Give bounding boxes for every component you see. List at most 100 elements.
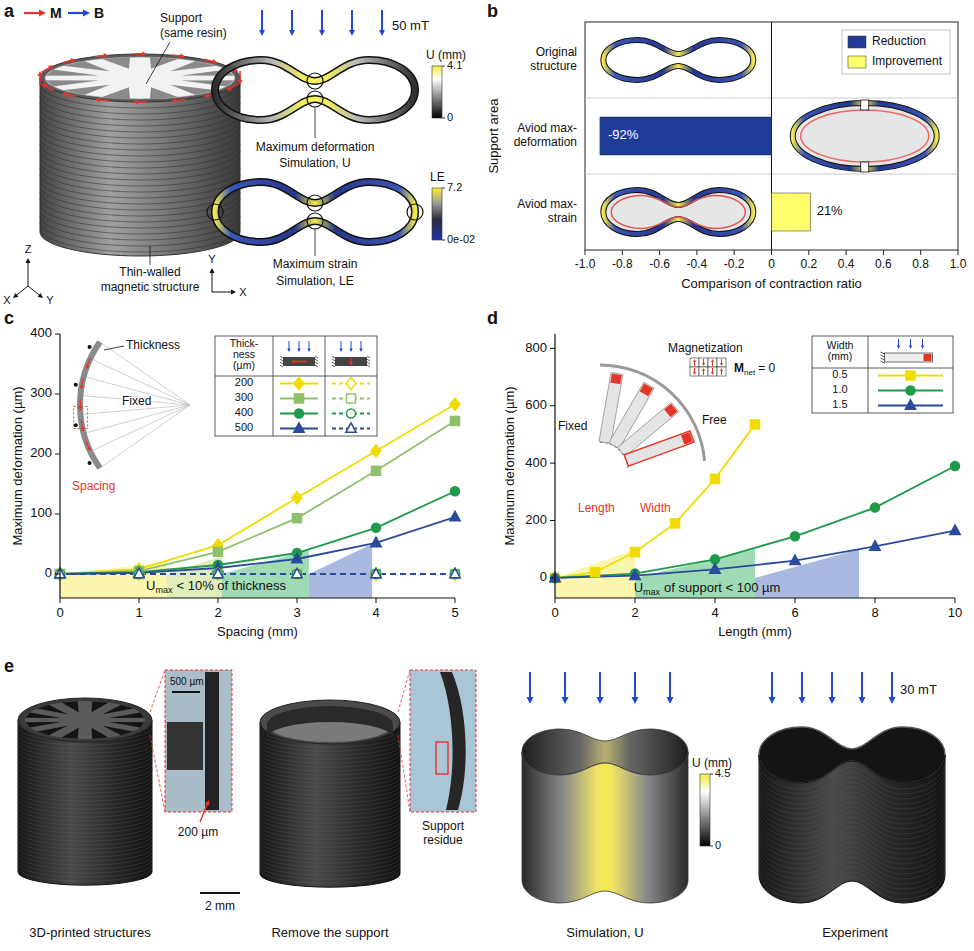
- arrow-head: [204, 93, 209, 98]
- arrow-head: [597, 697, 604, 704]
- leader: [146, 42, 170, 84]
- layer-line: [260, 846, 400, 859]
- hatch: [315, 356, 318, 358]
- layer-line: [40, 108, 240, 132]
- label-part: U: [146, 578, 155, 593]
- arrow-head: [180, 54, 185, 59]
- arrow-head: [711, 359, 714, 362]
- legend-swatch: [848, 36, 866, 48]
- support-outline: [611, 196, 745, 229]
- layer-line: [759, 866, 945, 894]
- tick: [734, 250, 735, 255]
- label: 4.5: [715, 767, 730, 779]
- arrow: [891, 672, 893, 700]
- tick: [715, 598, 716, 603]
- layer-line: [260, 854, 400, 867]
- arrow-head: [81, 427, 85, 431]
- series-line: [60, 491, 455, 574]
- marker: [790, 555, 800, 564]
- label-line: residue: [423, 833, 463, 847]
- legend-marker: [295, 409, 304, 418]
- axis-title: Spacing (mm): [217, 624, 298, 639]
- support-gap: [150, 57, 179, 69]
- magnet-cell: [717, 358, 726, 367]
- legend-label: 1.5: [832, 398, 847, 410]
- highlight-circle: [307, 213, 323, 229]
- arrow-head: [13, 293, 18, 298]
- layer-line: [260, 798, 400, 811]
- layer-line: [260, 806, 400, 819]
- label: X: [3, 294, 11, 306]
- arrow: [599, 672, 601, 700]
- layer-line: [759, 761, 945, 789]
- layer-line: [18, 788, 152, 801]
- tick-label: 200: [30, 445, 52, 460]
- support-beam: [624, 431, 694, 466]
- label: Support: [160, 11, 203, 25]
- legend-label: 0.5: [832, 368, 847, 380]
- tick-label: -0.4: [687, 257, 708, 271]
- tick-label: -0.8: [612, 257, 633, 271]
- legend-title: Width(mm): [827, 339, 854, 362]
- legend-marker: [294, 377, 304, 389]
- tick: [550, 520, 555, 521]
- hatch: [280, 362, 283, 364]
- label: Fixed: [558, 419, 587, 433]
- layer-line: [260, 814, 400, 827]
- label-part: < 10% of thickness: [176, 578, 286, 593]
- label: Fixed: [122, 394, 151, 408]
- tick-label: 0: [56, 605, 63, 620]
- colorbar: [700, 774, 710, 846]
- arrow-head: [889, 697, 896, 704]
- layer-line: [260, 770, 400, 783]
- arrow-head: [38, 293, 43, 298]
- series-line: [555, 466, 955, 578]
- arrow-head: [210, 268, 215, 273]
- tick-label: 2: [631, 605, 638, 620]
- arrow-head: [359, 349, 363, 353]
- label-part: U: [634, 580, 643, 595]
- leader: [315, 229, 316, 256]
- arrow-head: [83, 10, 90, 17]
- tick-label: 0.8: [912, 257, 929, 271]
- label: Width: [640, 501, 671, 515]
- marker: [950, 525, 960, 534]
- hatch: [315, 359, 318, 361]
- tick: [920, 250, 921, 255]
- axis-title: Comparison of contraction ratio: [681, 276, 862, 291]
- wall: [80, 342, 100, 468]
- arrow-head: [859, 697, 866, 704]
- highlight-circle: [307, 195, 323, 211]
- arrow-head: [171, 98, 176, 103]
- layer-line: [18, 744, 152, 757]
- marker: [591, 568, 600, 577]
- arrow-head: [259, 30, 265, 36]
- layer-line: [260, 826, 400, 839]
- spoke: [90, 405, 190, 451]
- tick-label: 0: [551, 605, 558, 620]
- support-gap: [91, 701, 108, 712]
- arrow-head: [909, 346, 913, 350]
- arrow-head: [897, 346, 901, 350]
- layer-line: [18, 804, 152, 817]
- layer-line: [18, 796, 152, 809]
- caption: Remove the support: [271, 925, 388, 940]
- layer-line: [18, 840, 152, 853]
- y-axis: [59, 334, 60, 598]
- layer-line: [40, 168, 240, 192]
- tick-label: 4: [711, 605, 718, 620]
- tick: [60, 598, 61, 603]
- tick: [710, 846, 713, 847]
- layer-line: [759, 846, 945, 874]
- zoom-line: [398, 735, 410, 812]
- zoom-line: [150, 670, 165, 712]
- layer-line: [18, 852, 152, 865]
- arrow-head: [226, 86, 232, 91]
- tick-label: -0.2: [724, 257, 745, 271]
- layer-line: [260, 786, 400, 799]
- arrow-head: [769, 697, 776, 704]
- marker: [371, 537, 381, 546]
- beam-icon: [283, 357, 315, 366]
- tick: [846, 250, 847, 255]
- layer-line: [260, 774, 400, 787]
